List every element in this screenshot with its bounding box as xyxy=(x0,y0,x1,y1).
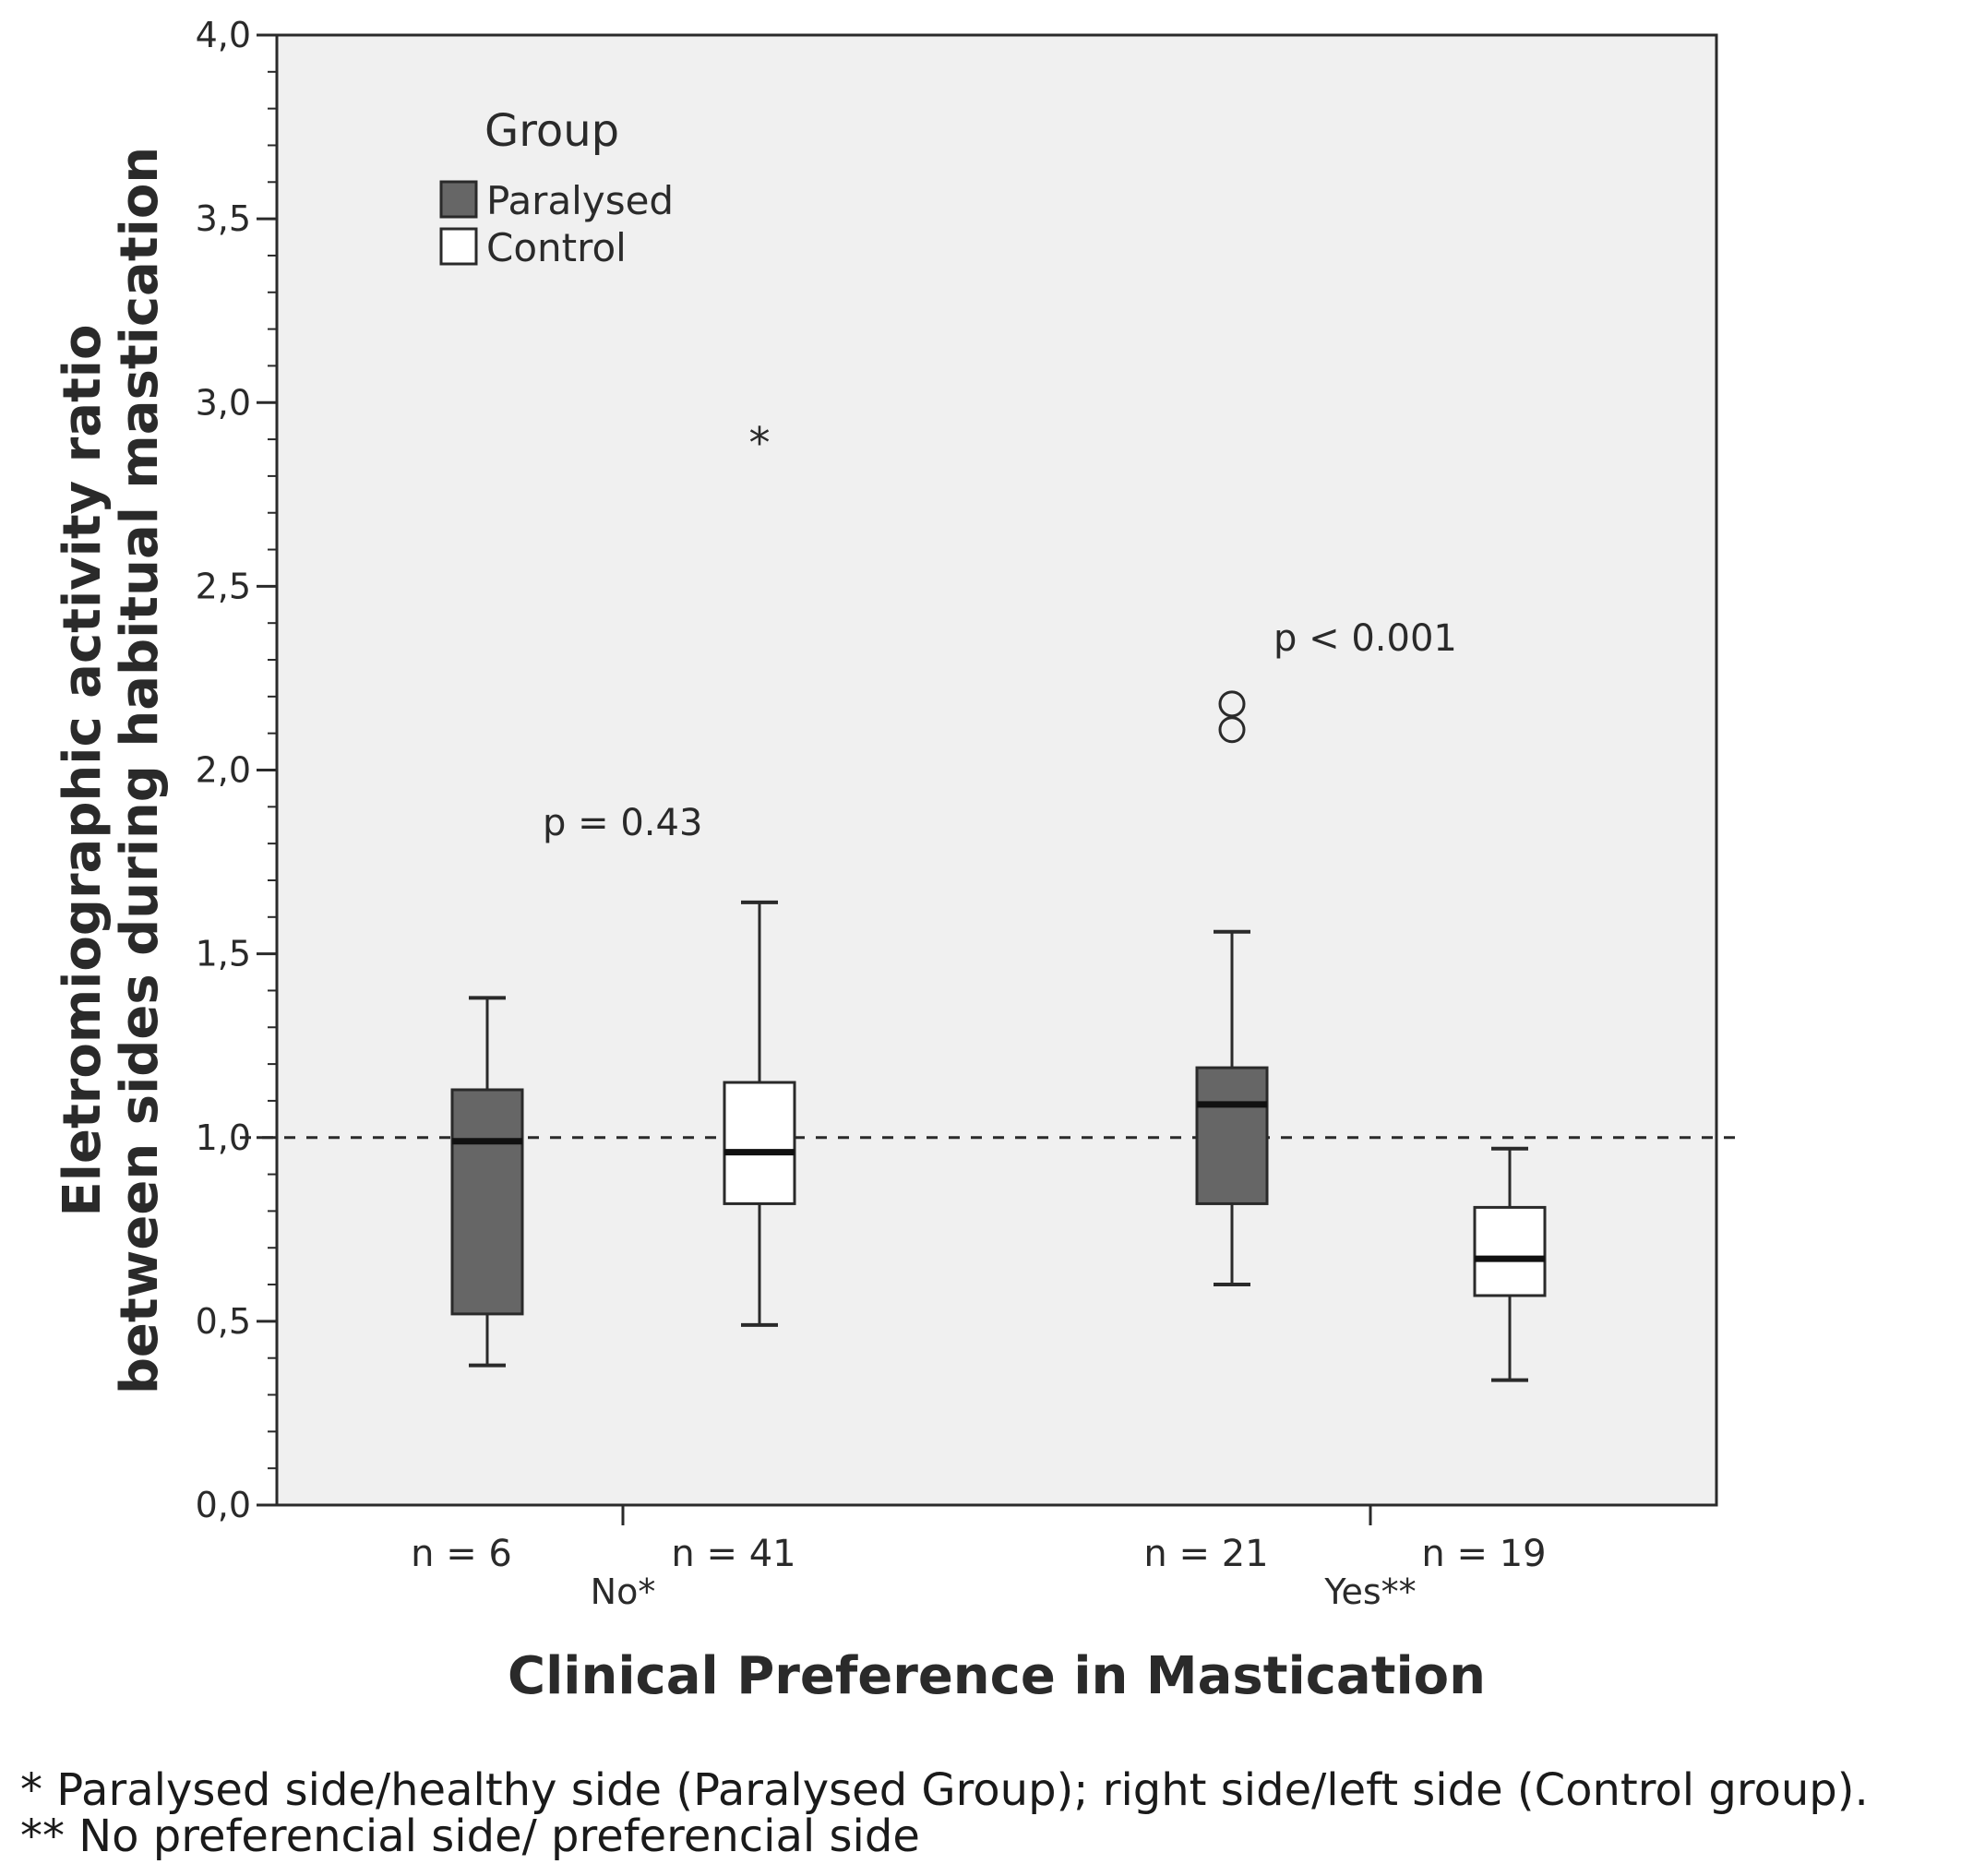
x-axis-title: Clinical Preference in Mastication xyxy=(508,1646,1486,1706)
iqr-box xyxy=(1473,1205,1547,1297)
x-category-label: No* xyxy=(591,1571,656,1612)
box-control-yes: n = 19 xyxy=(1421,1146,1547,1575)
y-tick-label: 2,5 xyxy=(196,566,251,606)
iqr-box xyxy=(723,1081,796,1205)
footnote-2: ** No preferencial side/ preferencial si… xyxy=(20,1810,920,1862)
p-value-yes: p < 0.001 xyxy=(1274,617,1457,660)
legend: Group Paralysed Control xyxy=(439,105,674,270)
y-tick-label: 0,5 xyxy=(196,1301,251,1342)
boxplot-chart: 0,00,51,01,52,02,53,03,54,0 n = 6*n = 41… xyxy=(53,15,1735,1706)
y-axis-title-line1: Eletromiographic activity ratio xyxy=(53,325,113,1217)
legend-title: Group xyxy=(484,105,619,157)
iqr-box xyxy=(1195,1066,1269,1205)
x-category-label: Yes** xyxy=(1323,1571,1416,1612)
legend-label-control: Control xyxy=(486,225,627,270)
box-paralysed-no: n = 6 xyxy=(411,996,524,1575)
y-axis: 0,00,51,01,52,02,53,03,54,0 xyxy=(196,15,279,1525)
n-label: n = 21 xyxy=(1143,1533,1268,1575)
y-tick-label: 2,0 xyxy=(196,750,251,791)
y-axis-title-line2: between sides during habitual masticatio… xyxy=(110,147,170,1394)
y-tick-label: 0,0 xyxy=(196,1485,251,1525)
outlier-point xyxy=(1218,716,1246,744)
boxes-layer: n = 6 * n = 41 n = 21 n = 19 xyxy=(411,418,1546,1575)
footnote-1: * Paralysed side/healthy side (Paralysed… xyxy=(20,1764,1869,1816)
legend-swatch-paralysed xyxy=(439,180,478,219)
y-tick-label: 1,5 xyxy=(196,934,251,974)
y-tick-label: 4,0 xyxy=(196,15,251,55)
y-tick-label: 3,5 xyxy=(196,198,251,239)
n-label: n = 6 xyxy=(411,1533,512,1575)
x-axis: No* Yes** xyxy=(277,1503,1716,1612)
outlier-point xyxy=(1218,690,1246,718)
y-tick-label: 3,0 xyxy=(196,382,251,423)
iqr-box xyxy=(450,1088,524,1316)
p-value-no: p = 0.43 xyxy=(543,802,702,844)
legend-swatch-control xyxy=(439,227,478,266)
n-label: n = 19 xyxy=(1421,1533,1546,1575)
box-paralysed-yes: n = 21 xyxy=(1143,690,1269,1575)
n-label: n = 41 xyxy=(671,1533,795,1575)
legend-label-paralysed: Paralysed xyxy=(486,178,674,223)
extreme-point: * xyxy=(749,418,771,468)
box-control-no: * n = 41 xyxy=(671,418,795,1575)
